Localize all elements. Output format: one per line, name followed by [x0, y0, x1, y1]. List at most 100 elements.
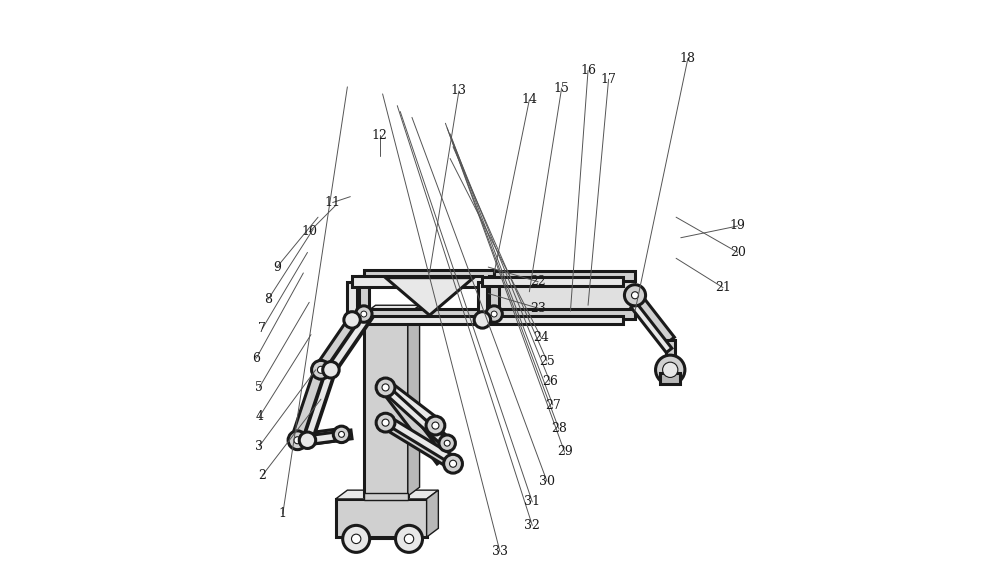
- Text: 28: 28: [551, 422, 567, 435]
- Polygon shape: [303, 368, 335, 442]
- Polygon shape: [666, 340, 675, 367]
- Circle shape: [339, 431, 344, 437]
- Text: 22: 22: [530, 275, 546, 288]
- Circle shape: [333, 426, 350, 443]
- Text: 3: 3: [255, 440, 263, 453]
- Text: 16: 16: [580, 64, 596, 77]
- Circle shape: [323, 362, 339, 378]
- Circle shape: [299, 432, 316, 448]
- Text: 8: 8: [264, 293, 272, 306]
- Circle shape: [631, 292, 639, 299]
- Text: 21: 21: [715, 281, 731, 294]
- Polygon shape: [494, 271, 635, 281]
- Text: 27: 27: [545, 399, 561, 411]
- Polygon shape: [336, 490, 438, 499]
- Polygon shape: [327, 313, 372, 373]
- Bar: [364, 314, 408, 496]
- Polygon shape: [307, 430, 352, 444]
- Text: 2: 2: [258, 469, 266, 482]
- Polygon shape: [427, 490, 438, 537]
- Polygon shape: [478, 282, 487, 320]
- Text: 29: 29: [557, 446, 572, 458]
- Polygon shape: [364, 270, 494, 282]
- Circle shape: [486, 306, 502, 322]
- Polygon shape: [291, 368, 327, 442]
- Circle shape: [444, 440, 450, 446]
- Polygon shape: [316, 312, 363, 373]
- Polygon shape: [347, 282, 357, 320]
- Polygon shape: [352, 316, 482, 324]
- Circle shape: [382, 384, 389, 391]
- Polygon shape: [408, 305, 420, 496]
- Circle shape: [474, 312, 491, 328]
- Bar: [660, 373, 680, 384]
- Text: 20: 20: [730, 246, 746, 259]
- Text: 26: 26: [542, 375, 558, 388]
- Text: 25: 25: [539, 355, 555, 367]
- Polygon shape: [381, 384, 446, 464]
- Polygon shape: [494, 276, 635, 314]
- Text: 24: 24: [533, 331, 549, 344]
- Text: 7: 7: [258, 322, 266, 335]
- Polygon shape: [631, 303, 672, 353]
- Text: 11: 11: [325, 196, 341, 209]
- Circle shape: [376, 413, 395, 432]
- Polygon shape: [631, 292, 674, 344]
- Circle shape: [288, 431, 307, 450]
- Text: 31: 31: [524, 495, 540, 508]
- Bar: [364, 493, 408, 500]
- Text: 6: 6: [252, 352, 260, 365]
- Polygon shape: [482, 278, 623, 286]
- Text: 13: 13: [451, 85, 467, 97]
- Polygon shape: [386, 389, 453, 451]
- Circle shape: [624, 285, 646, 306]
- Text: 19: 19: [730, 220, 746, 232]
- Circle shape: [351, 534, 361, 544]
- Circle shape: [432, 422, 439, 429]
- Text: 32: 32: [524, 519, 540, 532]
- Polygon shape: [489, 276, 499, 314]
- Circle shape: [663, 362, 678, 377]
- Text: 10: 10: [301, 225, 317, 238]
- Polygon shape: [359, 276, 369, 314]
- Circle shape: [344, 312, 360, 328]
- Circle shape: [294, 437, 301, 444]
- Polygon shape: [482, 316, 623, 324]
- Circle shape: [491, 311, 497, 317]
- Text: 15: 15: [554, 82, 570, 95]
- Text: 9: 9: [273, 261, 281, 274]
- Text: 33: 33: [492, 545, 508, 558]
- Circle shape: [656, 355, 685, 384]
- Circle shape: [317, 366, 324, 373]
- Polygon shape: [386, 278, 474, 315]
- Polygon shape: [388, 384, 443, 429]
- Circle shape: [361, 311, 367, 317]
- Polygon shape: [297, 429, 342, 446]
- Circle shape: [426, 416, 445, 435]
- Polygon shape: [389, 419, 461, 467]
- Circle shape: [444, 454, 462, 473]
- Polygon shape: [494, 309, 635, 319]
- Text: 18: 18: [680, 52, 696, 65]
- Text: 30: 30: [539, 475, 555, 488]
- Circle shape: [343, 525, 370, 552]
- Circle shape: [356, 306, 372, 322]
- Polygon shape: [382, 383, 451, 447]
- Circle shape: [312, 360, 330, 379]
- Bar: [336, 499, 427, 537]
- Circle shape: [396, 525, 423, 552]
- Text: 1: 1: [279, 507, 287, 520]
- Text: 14: 14: [521, 93, 537, 106]
- Polygon shape: [364, 309, 494, 319]
- Text: 5: 5: [255, 381, 263, 394]
- Circle shape: [450, 460, 457, 467]
- Text: 17: 17: [601, 73, 617, 86]
- Circle shape: [376, 378, 395, 397]
- Polygon shape: [382, 383, 439, 430]
- Polygon shape: [382, 417, 456, 469]
- Text: 12: 12: [372, 129, 388, 141]
- Circle shape: [382, 419, 389, 426]
- Polygon shape: [352, 276, 482, 287]
- Text: 23: 23: [530, 302, 546, 315]
- Text: 4: 4: [255, 410, 263, 423]
